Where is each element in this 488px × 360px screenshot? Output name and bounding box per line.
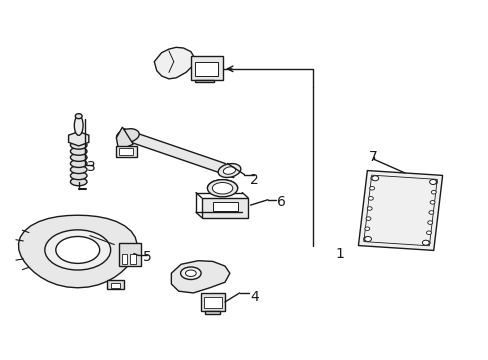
Ellipse shape bbox=[218, 163, 240, 177]
Polygon shape bbox=[68, 132, 89, 146]
Ellipse shape bbox=[116, 129, 139, 143]
Bar bbox=[111, 283, 120, 288]
Ellipse shape bbox=[70, 178, 87, 186]
Ellipse shape bbox=[367, 197, 372, 200]
Text: 6: 6 bbox=[276, 194, 285, 208]
Polygon shape bbox=[200, 293, 224, 311]
Ellipse shape bbox=[430, 190, 435, 194]
Text: 7: 7 bbox=[368, 150, 377, 164]
Ellipse shape bbox=[369, 186, 374, 190]
Ellipse shape bbox=[185, 270, 196, 276]
Ellipse shape bbox=[56, 237, 100, 264]
Ellipse shape bbox=[180, 267, 201, 279]
Ellipse shape bbox=[207, 180, 237, 197]
Ellipse shape bbox=[74, 116, 83, 135]
Ellipse shape bbox=[70, 153, 87, 161]
Ellipse shape bbox=[432, 180, 437, 184]
Ellipse shape bbox=[75, 114, 82, 119]
Text: 3: 3 bbox=[86, 161, 95, 175]
Ellipse shape bbox=[429, 180, 436, 184]
Polygon shape bbox=[123, 129, 234, 178]
Ellipse shape bbox=[428, 211, 433, 214]
Ellipse shape bbox=[427, 221, 432, 224]
Ellipse shape bbox=[371, 176, 378, 181]
Bar bbox=[190, 56, 222, 80]
Ellipse shape bbox=[425, 241, 429, 245]
Ellipse shape bbox=[223, 167, 235, 174]
Ellipse shape bbox=[366, 207, 371, 210]
Polygon shape bbox=[205, 311, 220, 314]
Ellipse shape bbox=[426, 231, 430, 234]
Polygon shape bbox=[171, 261, 229, 293]
Bar bbox=[212, 202, 238, 211]
Ellipse shape bbox=[429, 201, 434, 204]
Polygon shape bbox=[194, 80, 214, 82]
Ellipse shape bbox=[70, 159, 87, 167]
Ellipse shape bbox=[422, 240, 428, 245]
Ellipse shape bbox=[45, 230, 110, 270]
Text: 5: 5 bbox=[142, 250, 151, 264]
Polygon shape bbox=[107, 280, 124, 289]
Polygon shape bbox=[116, 146, 136, 157]
Ellipse shape bbox=[366, 217, 370, 220]
Polygon shape bbox=[116, 127, 133, 149]
Bar bbox=[130, 253, 136, 264]
Ellipse shape bbox=[70, 147, 87, 155]
Bar bbox=[203, 297, 221, 308]
Ellipse shape bbox=[370, 176, 375, 180]
Ellipse shape bbox=[364, 237, 371, 242]
Text: 1: 1 bbox=[334, 247, 344, 261]
Bar bbox=[122, 253, 127, 264]
Ellipse shape bbox=[70, 166, 87, 174]
Ellipse shape bbox=[363, 237, 368, 240]
Polygon shape bbox=[154, 47, 194, 79]
Ellipse shape bbox=[70, 141, 87, 149]
Polygon shape bbox=[119, 243, 141, 266]
Polygon shape bbox=[358, 171, 442, 251]
Polygon shape bbox=[119, 148, 132, 156]
Text: 2: 2 bbox=[249, 173, 258, 187]
Bar bbox=[202, 198, 247, 218]
Polygon shape bbox=[19, 215, 137, 288]
Ellipse shape bbox=[364, 227, 369, 230]
Ellipse shape bbox=[212, 183, 232, 194]
Bar bbox=[194, 62, 218, 76]
Text: 4: 4 bbox=[249, 289, 258, 303]
Ellipse shape bbox=[70, 172, 87, 180]
